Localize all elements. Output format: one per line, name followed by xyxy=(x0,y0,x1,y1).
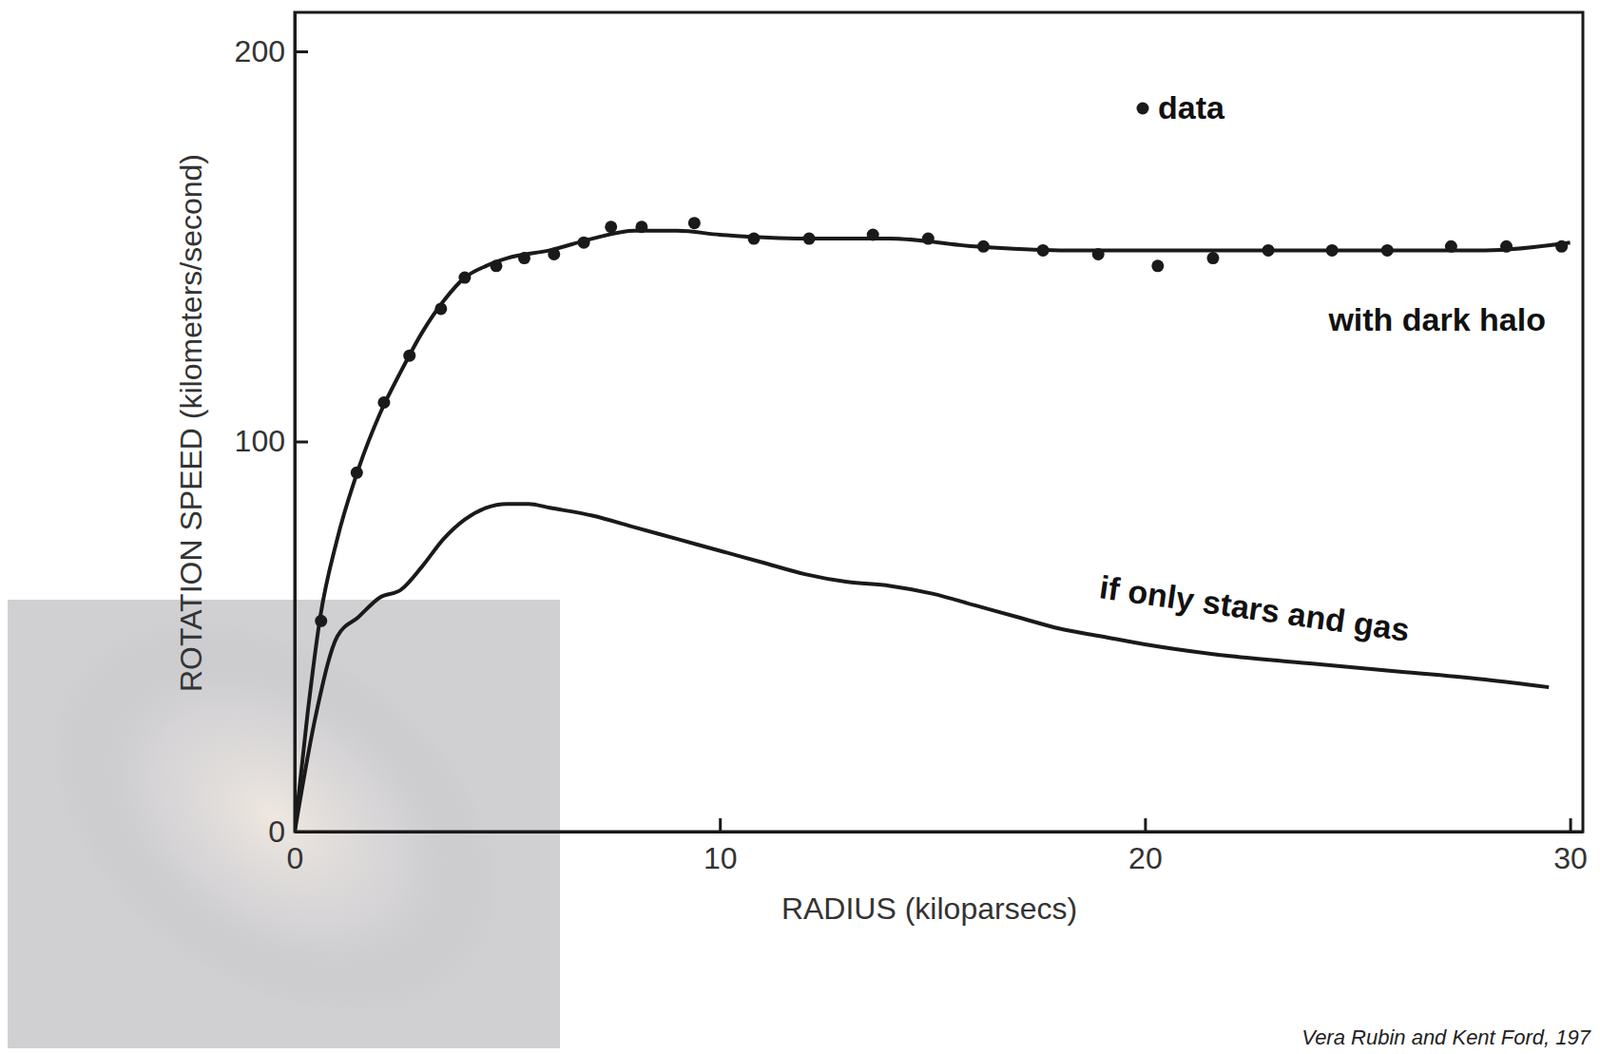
x-axis-line xyxy=(295,830,1584,834)
legend-label: data xyxy=(1157,89,1226,126)
y-axis-line xyxy=(293,13,297,833)
y-tick-label: 200 xyxy=(234,34,286,69)
y-tick-label: 0 xyxy=(268,814,286,849)
data-point xyxy=(1206,251,1219,265)
plot-frame xyxy=(294,12,1583,832)
curve-line xyxy=(294,231,1571,832)
x-tick-mark xyxy=(1569,818,1573,832)
x-tick-mark xyxy=(718,818,722,832)
data-point xyxy=(604,220,617,233)
y-tick-label: 100 xyxy=(234,424,286,459)
y-axis: 0 100 200 xyxy=(234,13,309,849)
x-tick-label: 0 xyxy=(287,841,305,876)
galaxy-disk xyxy=(0,539,574,1054)
y-tick-mark xyxy=(294,50,309,54)
curve-label: if only stars and gas xyxy=(1097,568,1412,648)
x-tick-label: 20 xyxy=(1128,841,1163,876)
x-tick: 30 xyxy=(1553,818,1588,876)
curve-label: with dark halo xyxy=(1327,301,1546,338)
x-tick: 20 xyxy=(1128,818,1163,876)
chart: 0 10 20 30 0 100 200 RADIUS (kiloparsecs) ROTATI… xyxy=(0,0,1600,1054)
x-axis-title: RADIUS (kiloparsecs) xyxy=(781,891,1078,926)
y-axis-title: ROTATION SPEED (kilometers/second) xyxy=(173,154,209,693)
y-tick: 200 xyxy=(234,34,309,69)
plot-marks xyxy=(294,216,1571,832)
y-tick: 100 xyxy=(234,424,309,459)
data-point xyxy=(688,216,701,230)
galaxy-photo xyxy=(0,539,574,1054)
y-tick-mark xyxy=(294,441,309,444)
source-credit: Vera Rubin and Kent Ford, 197 xyxy=(1301,1025,1591,1050)
x-axis: 0 10 20 30 xyxy=(287,818,1588,876)
x-tick-mark xyxy=(1143,818,1147,832)
data-point xyxy=(1151,259,1164,272)
curve-line xyxy=(294,503,1549,832)
x-tick-label: 30 xyxy=(1553,841,1588,876)
y-tick: 0 xyxy=(268,814,309,849)
x-tick-label: 10 xyxy=(703,841,738,876)
legend-marker xyxy=(1137,102,1150,116)
labels: data with dark halo if only stars and gas xyxy=(1097,89,1546,649)
x-tick: 10 xyxy=(703,818,738,876)
legend: data xyxy=(1137,89,1227,126)
